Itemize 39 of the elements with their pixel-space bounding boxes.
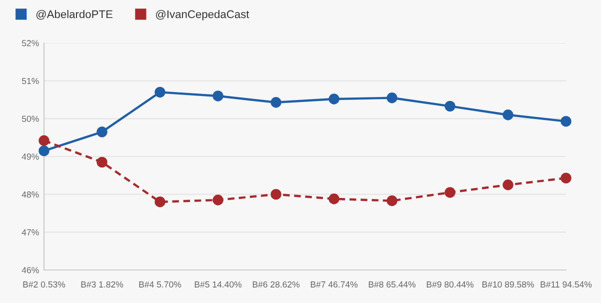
x-tick-label: B#6 28.62% [252,281,300,288]
y-tick-label: 51% [22,78,39,84]
point [560,116,572,127]
x-tick-label: B#3 1.82% [81,281,124,288]
point [154,196,166,208]
x-tick-label: B#5 14.40% [194,281,242,288]
point [502,110,514,120]
point [502,180,514,190]
y-tick-label: 47% [22,229,39,236]
x-tick-label: B#4 5.70% [139,281,182,288]
point [96,126,108,138]
y-tick-label: 46% [22,267,39,274]
point [328,94,340,104]
point [270,97,282,108]
x-tick-label: B#7 46.74% [310,281,358,288]
y-tick-label: 50% [22,116,39,122]
point [38,145,50,156]
point [154,86,166,98]
point [38,135,50,146]
legend-label: @IvanCepedaCast [156,10,250,20]
legend-label: @AbelardoPTE [36,10,112,20]
x-tick-label: B#10 89.58% [482,281,534,288]
point [270,188,282,200]
point [444,187,456,198]
point [328,194,340,204]
point [386,92,398,104]
point [560,172,572,184]
x-tick-label: B#8 65.44% [368,281,416,288]
x-tick-label: B#2 0.53% [23,281,66,288]
x-tick-label: B#9 80.44% [426,281,474,288]
point [96,156,108,168]
point [212,194,224,206]
point [212,90,224,102]
x-tick-label: B#11 94.54% [540,281,592,288]
y-tick-label: 52% [22,40,39,46]
y-tick-label: 48% [22,191,39,198]
point [386,195,398,206]
y-tick-label: 49% [22,154,39,160]
point [444,100,456,112]
